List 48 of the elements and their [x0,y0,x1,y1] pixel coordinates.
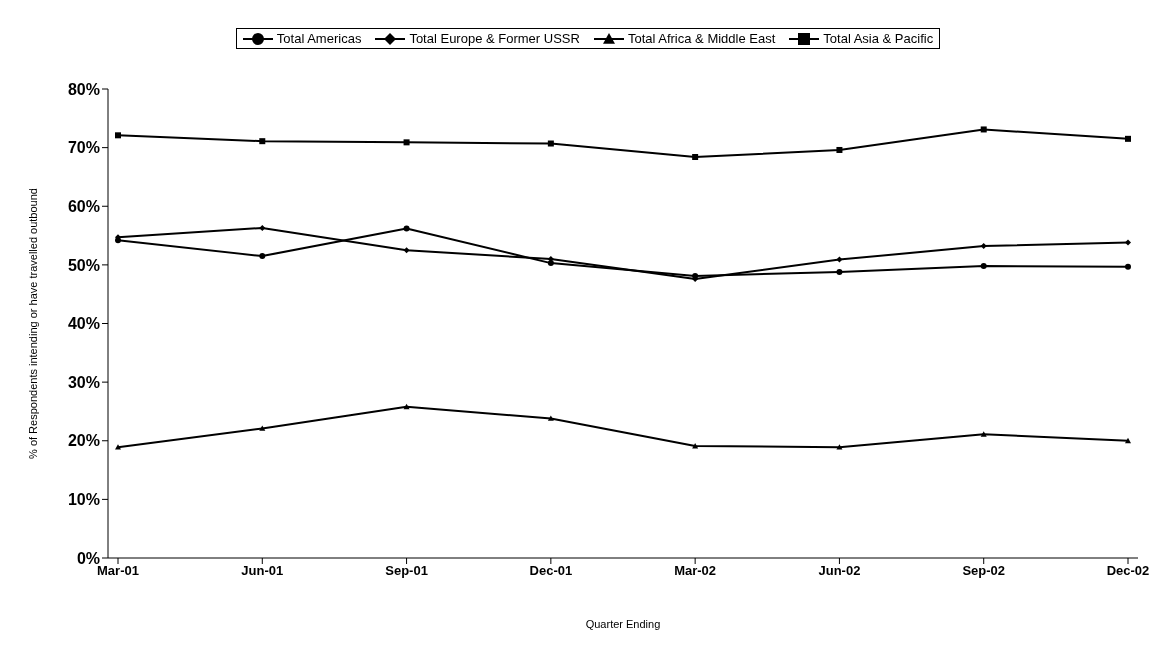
point [1125,437,1131,444]
point [115,444,121,450]
point [259,425,266,431]
x-tick-label: Dec-01 [529,563,573,579]
y-tick-label: 30% [67,373,100,391]
point [1125,263,1131,270]
x-tick-label: Dec-02 [1106,563,1150,579]
y-tick-label: 60% [67,197,100,215]
y-axis-title: % of Respondents intending or have travelled outbound [26,188,39,459]
point [403,403,410,410]
point [259,138,266,145]
point [403,247,410,254]
x-tick-label: Sep-02 [962,563,1006,579]
legend-label: Total Africa & Middle East [627,31,776,46]
y-tick-label: 50% [67,256,100,274]
point [836,444,843,450]
x-tick-label: Mar-02 [674,563,717,579]
point [836,146,843,153]
point [403,139,410,146]
legend-label: Total Europe & Former USSR [409,31,580,46]
legend-label: Total Asia & Pacific [823,31,934,46]
x-tick-label: Jun-02 [818,563,861,579]
y-tick-label: 70% [67,139,100,157]
point [980,126,987,133]
point [259,253,266,260]
y-tick-label: 40% [67,315,100,333]
legend-label: Total Americas [276,31,362,46]
point [1125,135,1131,142]
point [836,256,843,263]
point [403,225,410,232]
point [692,154,699,161]
point [1125,239,1131,246]
point [547,415,554,421]
y-tick-label: 10% [67,491,100,509]
x-tick-label: Sep-01 [385,563,428,579]
point [115,132,121,139]
x-axis-title: Quarter Ending [585,618,661,630]
x-tick-label: Mar-01 [97,563,139,579]
point [547,140,554,147]
point [980,263,987,270]
point [980,243,987,250]
y-tick-label: 20% [67,432,100,450]
y-tick-label: 0% [76,549,100,567]
point [259,224,266,231]
point [980,431,987,437]
y-tick-label: 80% [67,80,100,98]
point [836,268,843,275]
x-tick-label: Jun-01 [241,563,284,579]
